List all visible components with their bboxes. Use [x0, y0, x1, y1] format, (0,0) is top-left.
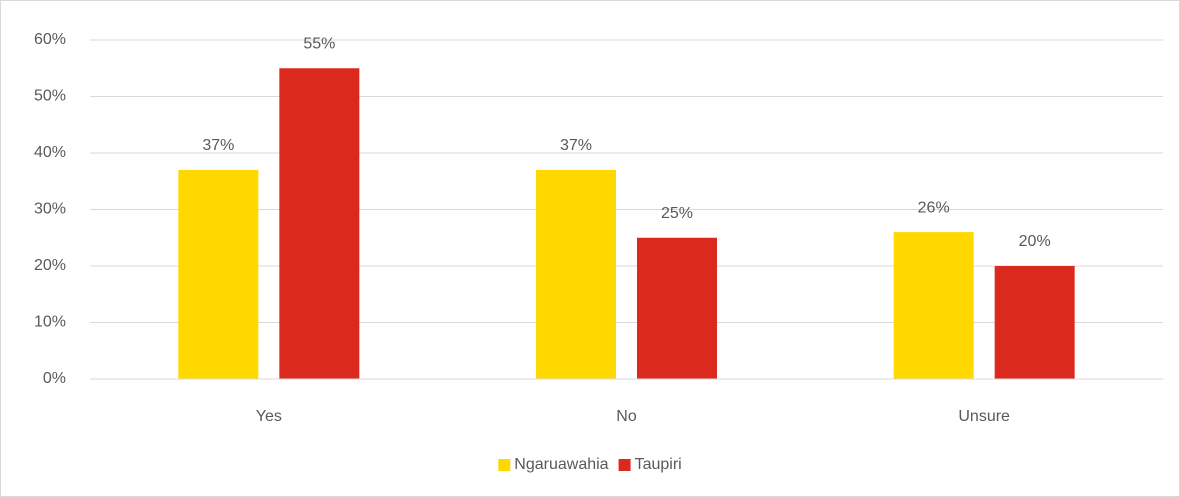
- legend-label: Taupiri: [635, 456, 682, 473]
- data-label: 37%: [560, 137, 592, 154]
- legend-label: Ngaruawahia: [514, 456, 608, 473]
- bar: [994, 266, 1075, 379]
- legend-swatch: [498, 459, 511, 471]
- bar: [279, 68, 360, 379]
- bar: [637, 237, 717, 379]
- bar: [178, 169, 259, 379]
- data-label: 26%: [918, 199, 950, 216]
- y-tick-label: 30%: [34, 201, 66, 218]
- y-tick-label: 0%: [43, 370, 66, 387]
- y-tick-label: 20%: [34, 257, 66, 274]
- y-tick-label: 60%: [34, 31, 66, 48]
- legend-swatch: [618, 459, 631, 471]
- y-tick-label: 10%: [34, 314, 66, 331]
- x-tick-label: Unsure: [958, 408, 1010, 425]
- x-tick-label: No: [616, 408, 637, 425]
- data-label: 25%: [661, 205, 693, 222]
- data-label: 55%: [303, 35, 335, 52]
- x-tick-label: Yes: [256, 408, 282, 425]
- bar: [536, 169, 616, 379]
- data-label: 20%: [1019, 233, 1051, 250]
- y-tick-label: 40%: [34, 144, 66, 161]
- data-label: 37%: [202, 137, 234, 154]
- bar: [893, 232, 974, 379]
- y-tick-label: 50%: [34, 88, 66, 105]
